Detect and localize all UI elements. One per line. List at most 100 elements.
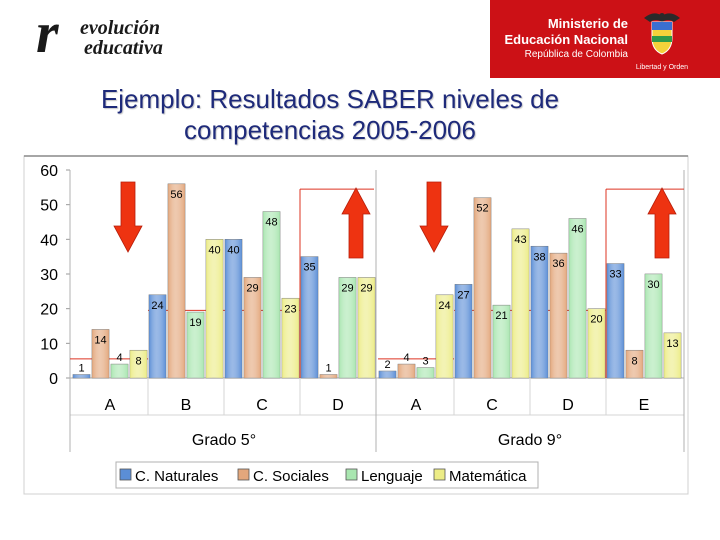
data-label: 1 (78, 363, 84, 375)
arrow-up-icon (341, 187, 371, 259)
data-label: 27 (457, 289, 469, 301)
y-tick-label: 50 (40, 198, 58, 215)
data-label: 24 (151, 300, 163, 312)
ministry-name: Ministerio de Educación Nacional Repúbli… (496, 16, 628, 62)
y-tick-label: 0 (49, 371, 58, 388)
bar-shine (301, 256, 318, 378)
ministry-line-3: República de Colombia (524, 49, 628, 60)
data-label: 3 (422, 356, 428, 368)
data-label: 29 (246, 282, 258, 294)
bar-shine (130, 350, 147, 378)
data-label: 46 (571, 224, 583, 236)
slide-title-line-2: competencias 2005-2006 (184, 115, 476, 145)
data-label: 30 (647, 279, 659, 291)
legend-swatch (433, 468, 446, 481)
legend-label: Lenguaje (361, 468, 423, 485)
data-label: 40 (227, 244, 239, 256)
bar-shine (187, 312, 204, 378)
slide-title: Ejemplo: Resultados SABER niveles de com… (40, 84, 620, 146)
legend-swatch (119, 468, 132, 481)
legend-swatch (345, 468, 358, 481)
slide-title-line-1: Ejemplo: Resultados SABER niveles de (100, 84, 560, 114)
bar-shine (320, 374, 337, 378)
bar-shine (168, 183, 185, 378)
arrow-up-icon (647, 187, 677, 259)
bar-shine (474, 197, 491, 378)
category-label: C (486, 397, 498, 414)
bar-shine (607, 263, 624, 378)
bar-shine (244, 277, 261, 378)
data-label: 4 (116, 352, 122, 364)
data-label: 43 (514, 234, 526, 246)
bar-shine (111, 364, 128, 378)
bar-shine (225, 239, 242, 378)
y-tick-label: 40 (40, 232, 58, 249)
ministry-banner (490, 0, 720, 78)
coat-of-arms-icon (644, 13, 680, 55)
category-label: C (256, 397, 268, 414)
bar-shine (206, 239, 223, 378)
ministry-line-2: Educación Nacional (504, 32, 628, 47)
data-label: 48 (265, 217, 277, 229)
data-label: 8 (135, 355, 141, 367)
arrow-down-icon (113, 181, 143, 253)
legend-label: C. Sociales (253, 468, 329, 485)
legend-label: C. Naturales (135, 468, 218, 485)
data-label: 40 (208, 244, 220, 256)
data-label: 23 (284, 303, 296, 315)
bar-shine (358, 277, 375, 378)
category-label: E (639, 397, 650, 414)
bar-shine (569, 218, 586, 378)
category-label: D (332, 397, 344, 414)
bar-shine (588, 308, 605, 378)
bar-shine (149, 294, 166, 378)
data-label: 14 (94, 334, 106, 346)
crest-caption: Libertad y Orden (635, 64, 689, 71)
data-label: 21 (495, 310, 507, 322)
logo-word-revolucion: evolución (80, 17, 160, 39)
ministry-line-1: Ministerio de (547, 16, 628, 31)
data-label: 52 (476, 203, 488, 215)
data-label: 33 (609, 269, 621, 281)
bar-shine (645, 274, 662, 378)
group-label: Grado 5° (192, 432, 256, 449)
data-label: 4 (403, 352, 409, 364)
y-tick-label: 30 (40, 267, 58, 284)
bar-shine (626, 350, 643, 378)
arrow-down-icon (419, 181, 449, 253)
group-label: Grado 9° (498, 432, 562, 449)
data-label: 29 (360, 282, 372, 294)
data-label: 20 (590, 314, 602, 326)
bar-shine (282, 298, 299, 378)
bar-shine (512, 228, 529, 378)
revolucion-educativa-logo: r evolución educativa (36, 4, 226, 68)
bar-shine (263, 211, 280, 378)
legend-label: Matemática (449, 468, 527, 485)
slide-header: r evolución educativa Ministerio de Educ… (0, 0, 720, 78)
data-label: 8 (631, 355, 637, 367)
data-label: 1 (325, 363, 331, 375)
category-label: D (562, 397, 574, 414)
bar-shine (550, 253, 567, 378)
category-label: B (181, 397, 192, 414)
bar-shine (436, 294, 453, 378)
data-label: 24 (438, 300, 450, 312)
bar-shine (417, 367, 434, 378)
data-label: 13 (666, 338, 678, 350)
bar-shine (531, 246, 548, 378)
y-tick-label: 10 (40, 336, 58, 353)
bar-shine (92, 329, 109, 378)
bar-shine (664, 332, 681, 378)
bar-shine (379, 371, 396, 378)
data-label: 56 (170, 189, 182, 201)
category-label: A (105, 397, 116, 414)
data-label: 38 (533, 251, 545, 263)
y-tick-label: 60 (40, 163, 58, 180)
data-label: 19 (189, 317, 201, 329)
logo-word-educativa: educativa (84, 37, 163, 59)
bar-shine (493, 305, 510, 378)
bar-shine (339, 277, 356, 378)
bar-shine (455, 284, 472, 378)
legend-swatch (237, 468, 250, 481)
